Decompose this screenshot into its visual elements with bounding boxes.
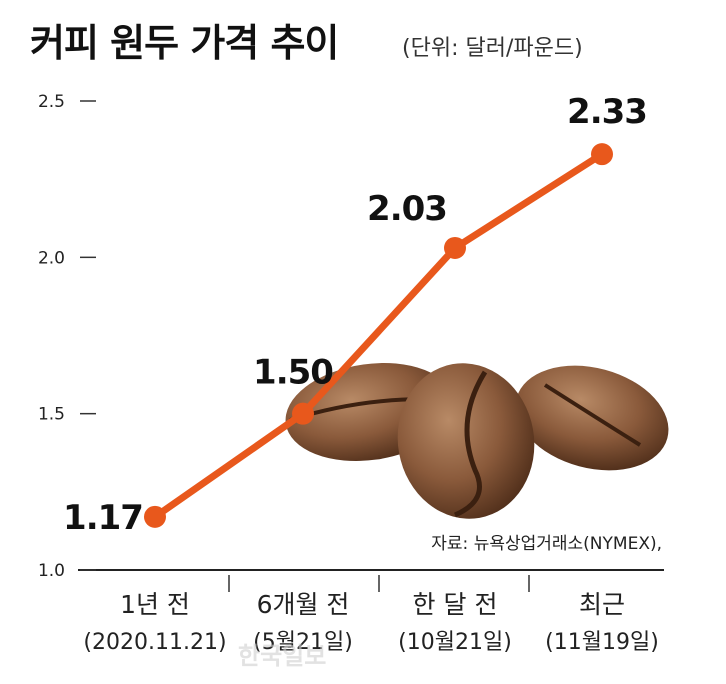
data-label: 2.03 — [367, 189, 447, 229]
data-label: 2.33 — [567, 92, 647, 132]
x-tick-sublabel: (10월21일) — [398, 630, 512, 655]
coffee-bean-right — [515, 365, 669, 471]
x-axis-labels: 1년 전 (2020.11.21) 6개월 전 (5월21일) 한 달 전 (10월21일… — [83, 575, 659, 655]
data-label: 1.17 — [63, 498, 143, 538]
chart-subtitle: (단위: 달러/파운드) — [402, 36, 583, 61]
x-tick-label: 한 달 전 — [413, 590, 498, 619]
coffee-beans-image — [285, 363, 669, 519]
data-points — [144, 143, 613, 528]
y-tick-label: 1.0 — [38, 561, 65, 581]
y-tick-label: 2.0 — [38, 248, 65, 268]
data-point — [591, 143, 613, 166]
data-label: 1.50 — [253, 353, 333, 393]
x-tick-label: 6개월 전 — [257, 590, 350, 619]
data-point — [144, 505, 166, 528]
y-axis-ticks: 1.0 1.5 2.0 2.5 — [38, 92, 96, 581]
series-line — [151, 150, 606, 521]
y-tick-label: 2.5 — [38, 92, 65, 112]
x-tick-sublabel: (11월19일) — [545, 630, 659, 655]
data-point — [292, 402, 314, 425]
coffee-bean-center — [397, 363, 535, 519]
source-note: 자료: 뉴욕상업거래소(NYMEX), — [431, 534, 662, 554]
watermark-logo: 한국일보 — [238, 642, 326, 670]
data-labels: 1.17 1.50 2.03 2.33 — [63, 92, 648, 538]
x-tick-label: 최근 — [579, 590, 625, 619]
y-tick-label: 1.5 — [38, 405, 65, 425]
x-tick-sublabel: (5월21일) — [253, 630, 353, 655]
x-tick-sublabel: (2020.11.21) — [83, 630, 226, 655]
data-point — [444, 236, 466, 259]
x-tick-label: 1년 전 — [120, 590, 190, 619]
chart-title: 커피 원두 가격 추이 — [30, 21, 339, 65]
